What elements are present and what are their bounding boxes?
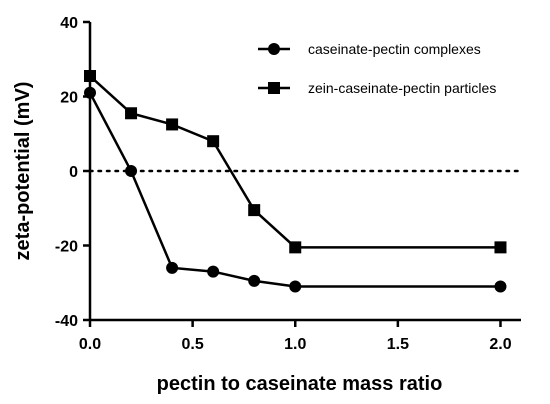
series-line <box>88 92 501 288</box>
data-point-circle <box>84 86 96 99</box>
data-point-circle <box>166 261 179 274</box>
data-point-circle <box>207 265 220 278</box>
legend: caseinate-pectin complexes zein-caseinat… <box>258 41 496 96</box>
y-tick-labels: 40 20 0 -20 -40 <box>55 15 78 330</box>
x-tick-label: 0.0 <box>79 336 101 353</box>
data-point-circle <box>248 274 261 287</box>
data-point-square <box>125 107 138 120</box>
x-tick-labels: 0.0 0.5 1.0 1.5 2.0 <box>79 336 512 353</box>
legend-label-caseinate-pectin: caseinate-pectin complexes <box>308 41 481 57</box>
legend-label-zein-caseinate-pectin: zein-caseinate-pectin particles <box>308 80 496 96</box>
data-point-circle <box>289 280 302 293</box>
data-point-square <box>248 204 261 217</box>
x-tick-label: 1.0 <box>284 336 306 353</box>
y-axis-title: zeta-potential (mV) <box>12 82 34 261</box>
legend-marker-square <box>258 82 290 94</box>
data-point-square <box>166 118 179 131</box>
tick-marks <box>83 20 502 327</box>
data-point-square <box>207 135 220 148</box>
x-tick-label: 0.5 <box>181 336 203 353</box>
y-tick-label: -20 <box>55 239 78 256</box>
y-tick-label: 20 <box>60 90 78 107</box>
legend-symbol <box>268 82 280 94</box>
series <box>84 70 507 293</box>
x-tick-label: 1.5 <box>387 336 409 353</box>
data-point-circle <box>494 280 507 293</box>
legend-symbol <box>268 43 280 55</box>
legend-marker-circle <box>258 43 290 55</box>
x-tick-label: 2.0 <box>489 336 511 353</box>
data-point-square <box>289 241 302 254</box>
series-zein-caseinate-pectin-particles <box>84 70 507 254</box>
data-point-square <box>494 241 507 254</box>
y-tick-label: -40 <box>55 313 78 330</box>
series-caseinate-pectin-complexes <box>84 86 507 293</box>
y-tick-label: 40 <box>60 15 78 32</box>
x-axis-title: pectin to caseinate mass ratio <box>157 373 443 395</box>
y-tick-label: 0 <box>69 164 78 181</box>
data-point-circle <box>125 165 138 177</box>
data-point-square <box>84 70 96 83</box>
